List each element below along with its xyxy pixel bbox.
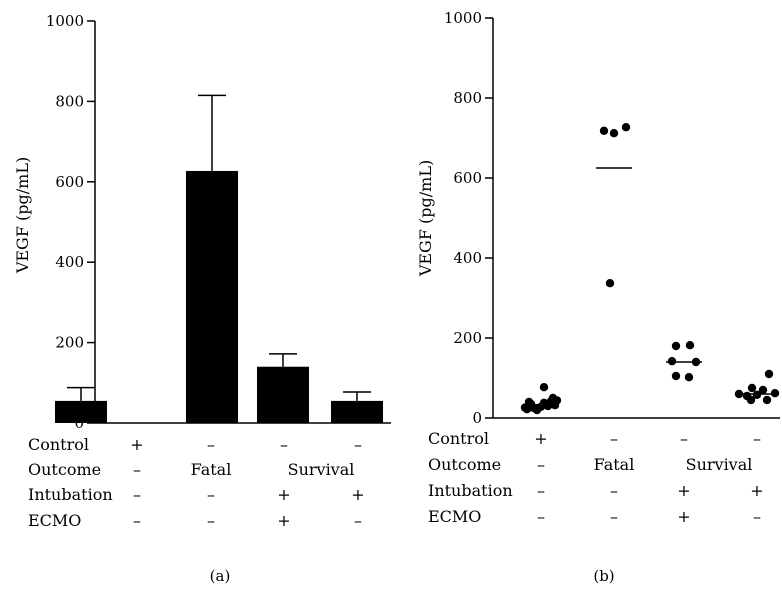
panel-b-data-point xyxy=(539,383,549,392)
panel-b-y-ticks: 0 200 400 600 800 1000 xyxy=(444,9,493,427)
panel-b-data-point xyxy=(552,396,562,405)
panel-a-cell-outcome-1: – xyxy=(133,460,141,479)
panel-b-cell-control-4: – xyxy=(753,429,761,448)
panel-a-bar xyxy=(257,366,309,423)
panel-a-cell-ecmo-1: – xyxy=(133,511,141,530)
panel-b-data-point xyxy=(752,390,762,399)
panel-a-y-axis-title: VEGF (pg/mL) xyxy=(13,157,32,274)
panel-b-y-axis-title: VEGF (pg/mL) xyxy=(416,160,435,277)
panel-a-cell-control-4: – xyxy=(354,435,362,454)
panel-b-cell-outcome-1: – xyxy=(537,455,545,474)
panel-b-row-label-intubation: Intubation xyxy=(428,481,513,500)
panel-b-cell-intubation-1: – xyxy=(537,481,545,500)
panel-b-mean-lines xyxy=(523,167,775,406)
panel-a-label: (a) xyxy=(210,567,231,585)
panel-b-y-tick-label: 200 xyxy=(453,329,482,347)
panel-a-row-label-control: Control xyxy=(28,435,89,454)
panel-b-data-point xyxy=(539,398,549,407)
panel-b-data-point xyxy=(524,397,534,407)
panel-a-cell-outcome-fatal: Fatal xyxy=(191,460,232,479)
panel-a-row-label-outcome: Outcome xyxy=(28,460,101,479)
panel-b-data-point xyxy=(746,395,756,405)
panel-a-cell-intubation-1: – xyxy=(133,485,141,504)
panel-a-y-tick-label: 200 xyxy=(55,334,84,352)
panel-a-cell-ecmo-4: – xyxy=(354,511,362,530)
panel-b-y-tick-label: 400 xyxy=(453,249,482,267)
panel-a-cell-control-1: + xyxy=(130,435,143,454)
panel-b-cell-intubation-4: + xyxy=(750,481,763,500)
panel-a-cell-control-2: – xyxy=(207,435,215,454)
panel-b: VEGF (pg/mL) 0 200 400 600 800 1000 Control O… xyxy=(416,9,780,585)
panel-b-data-point xyxy=(532,405,542,415)
panel-b-cell-outcome-survival: Survival xyxy=(686,455,753,474)
panel-b-data-point xyxy=(599,126,609,135)
panel-b-data-point xyxy=(758,385,768,395)
panel-b-cell-ecmo-4: – xyxy=(753,507,761,526)
panel-a-row-label-intubation: Intubation xyxy=(28,485,113,504)
panel-a-row-label-ecmo: ECMO xyxy=(28,511,81,530)
panel-b-data-point xyxy=(671,341,681,351)
panel-b-cell-control-2: – xyxy=(610,429,618,448)
panel-b-y-tick-label: 600 xyxy=(453,169,482,187)
panel-b-y-tick-label: 0 xyxy=(472,409,482,427)
panel-a-y-tick-label: 400 xyxy=(55,253,84,271)
panel-a-bar xyxy=(55,400,107,423)
panel-a-y-tick-label: 1000 xyxy=(46,12,84,30)
panel-a-cell-control-3: – xyxy=(280,435,288,454)
panel-b-data-point xyxy=(684,373,694,382)
panel-a-cell-intubation-4: + xyxy=(351,485,364,504)
panel-b-row-label-ecmo: ECMO xyxy=(428,507,481,526)
panel-b-cell-ecmo-3: + xyxy=(677,507,690,526)
panel-a-bar xyxy=(331,400,383,423)
panel-b-data-point xyxy=(762,395,772,405)
panel-b-cell-ecmo-1: – xyxy=(537,507,545,526)
panel-b-y-tick-label: 800 xyxy=(453,89,482,107)
panel-b-cell-intubation-2: – xyxy=(610,481,618,500)
panel-b-points xyxy=(520,123,780,415)
panel-a-error-bars xyxy=(67,94,371,401)
panel-b-data-point xyxy=(734,389,744,399)
panel-b-data-point xyxy=(609,129,619,138)
panel-a-cell-ecmo-2: – xyxy=(207,511,215,530)
panel-a-bars xyxy=(55,170,383,423)
panel-a-bar xyxy=(186,170,238,423)
panel-b-data-point xyxy=(770,389,780,398)
panel-a-y-tick-label: 600 xyxy=(55,173,84,191)
panel-b-data-point xyxy=(685,341,695,350)
panel-a-cell-intubation-3: + xyxy=(277,485,290,504)
panel-b-row-label-control: Control xyxy=(428,429,489,448)
panel-b-cell-outcome-fatal: Fatal xyxy=(594,455,635,474)
panel-a-cell-intubation-2: – xyxy=(207,485,215,504)
panel-b-y-tick-label: 1000 xyxy=(444,9,482,27)
panel-b-cell-intubation-3: + xyxy=(677,481,690,500)
panel-b-cell-control-1: + xyxy=(534,429,547,448)
panel-b-data-point xyxy=(747,383,757,393)
panel-b-label: (b) xyxy=(593,567,614,585)
panel-b-row-label-outcome: Outcome xyxy=(428,455,501,474)
panel-a-y-tick-label: 800 xyxy=(55,92,84,110)
panel-b-data-point xyxy=(764,369,774,379)
panel-b-data-point xyxy=(605,279,615,288)
panel-b-condition-table: Control Outcome Intubation ECMO + – – – … xyxy=(428,429,764,526)
panel-a-cell-outcome-survival: Survival xyxy=(288,460,355,479)
panel-b-data-point xyxy=(621,123,631,132)
panel-a-cell-ecmo-3: + xyxy=(277,511,290,530)
panel-a-condition-table: Control Outcome Intubation ECMO + – – – … xyxy=(28,435,365,530)
panel-b-cell-control-3: – xyxy=(680,429,688,448)
panel-b-data-point xyxy=(691,357,701,367)
panel-b-data-point xyxy=(667,357,677,366)
panel-b-data-point xyxy=(671,371,681,381)
panel-b-cell-ecmo-2: – xyxy=(610,507,618,526)
